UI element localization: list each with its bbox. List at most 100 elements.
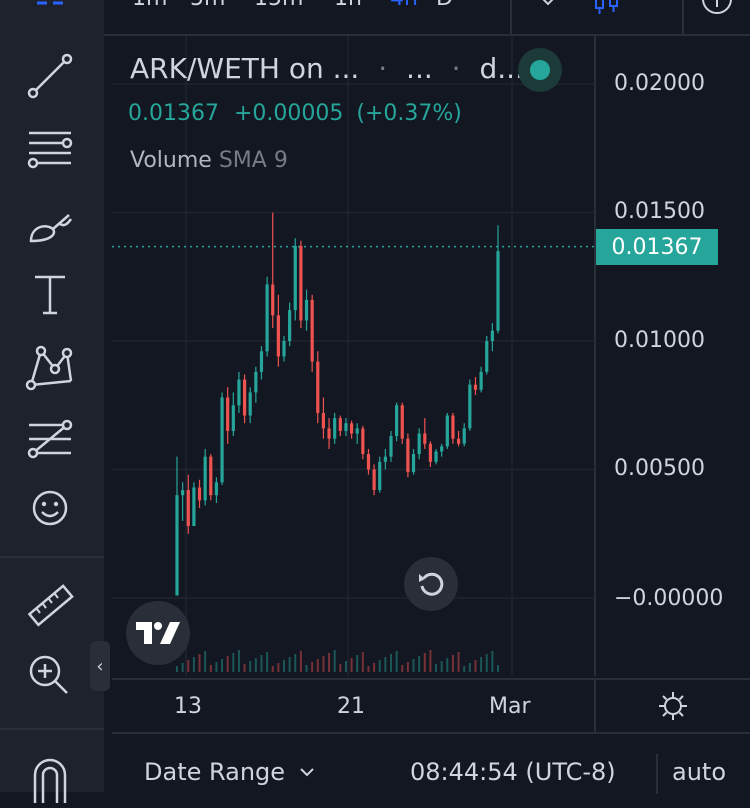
volume-bar bbox=[294, 654, 297, 672]
candle-body bbox=[265, 284, 269, 352]
volume-bar bbox=[401, 665, 404, 672]
live-dot-icon bbox=[530, 60, 550, 80]
volume-bar bbox=[451, 655, 454, 672]
plus-icon[interactable] bbox=[700, 0, 734, 16]
volume-bar bbox=[249, 661, 252, 672]
toolbar-separator bbox=[0, 728, 104, 730]
trend-line-icon[interactable] bbox=[18, 44, 82, 108]
drawing-toolbar bbox=[0, 0, 104, 803]
volume-bar bbox=[232, 653, 235, 672]
legend-dot: · bbox=[451, 52, 461, 85]
volume-bar bbox=[491, 651, 494, 672]
candle-body bbox=[355, 428, 359, 434]
candle-body bbox=[366, 454, 371, 470]
volume-bar bbox=[243, 664, 246, 672]
candles-icon[interactable] bbox=[592, 0, 622, 16]
date-range-button[interactable]: Date Range bbox=[144, 758, 315, 786]
candle-body bbox=[304, 299, 309, 321]
tradingview-logo[interactable] bbox=[126, 601, 190, 665]
auto-scale-button[interactable]: auto bbox=[672, 758, 727, 786]
volume-bar bbox=[181, 663, 184, 672]
volume-bar bbox=[316, 659, 319, 672]
bottom-divider bbox=[656, 754, 658, 794]
candle-body bbox=[321, 412, 326, 429]
candle-body bbox=[423, 433, 427, 444]
volume-bar bbox=[260, 655, 263, 672]
candle-body bbox=[344, 423, 348, 431]
candle-body bbox=[411, 454, 416, 473]
top-bar-divider bbox=[682, 0, 684, 34]
ruler-icon[interactable] bbox=[18, 574, 82, 638]
interval-1m[interactable]: 1m bbox=[132, 0, 167, 11]
candle-body bbox=[434, 451, 438, 462]
volume-bar bbox=[435, 664, 438, 672]
legend-volume[interactable]: Volume SMA 9 bbox=[130, 148, 288, 173]
candle-body bbox=[316, 361, 320, 413]
candle-body bbox=[214, 482, 219, 496]
volume-sma-label: SMA 9 bbox=[218, 148, 288, 173]
candle-body bbox=[181, 490, 185, 496]
volume-bar bbox=[176, 666, 178, 672]
candle-body bbox=[473, 384, 478, 390]
time-tick-label: 13 bbox=[174, 694, 202, 719]
tradingview-logo-icon bbox=[136, 622, 180, 644]
interval-1h[interactable]: 1h bbox=[334, 0, 362, 11]
candlestick-chart[interactable] bbox=[112, 36, 594, 676]
candle-body bbox=[378, 461, 382, 491]
candle-body bbox=[462, 428, 466, 444]
candle-body bbox=[456, 438, 461, 444]
candle-body bbox=[231, 405, 235, 431]
brush-icon[interactable] bbox=[18, 192, 82, 256]
zoom-in-icon[interactable] bbox=[18, 644, 82, 708]
volume-bar bbox=[356, 655, 359, 672]
reset-icon bbox=[419, 572, 444, 596]
legend-dot: · bbox=[378, 52, 388, 85]
interval-15m[interactable]: 15m bbox=[254, 0, 303, 11]
fib-retracement-icon[interactable] bbox=[18, 118, 82, 182]
volume-bar bbox=[457, 652, 460, 672]
price-tick-label: 0.00500 bbox=[614, 456, 705, 481]
candle-body bbox=[299, 245, 303, 321]
price-axis[interactable]: 0.02000 0.01500 0.01000 0.00500 −0.00000 bbox=[596, 36, 750, 676]
volume-bar bbox=[423, 653, 426, 672]
prediction-icon[interactable] bbox=[18, 406, 82, 470]
time-axis[interactable]: 13 21 Mar bbox=[112, 678, 750, 732]
axis-divider bbox=[594, 680, 596, 732]
magnet-icon[interactable] bbox=[18, 744, 82, 808]
interval-1d[interactable]: D bbox=[436, 0, 453, 11]
candle-body bbox=[226, 397, 230, 431]
timezone-clock[interactable]: 08:44:54 (UTC-8) bbox=[410, 758, 616, 786]
time-tick-label: Mar bbox=[489, 694, 531, 719]
volume-bar bbox=[266, 652, 269, 672]
candle-body bbox=[361, 428, 365, 455]
legend-symbol[interactable]: ARK/WETH on ... · ... · d... bbox=[130, 52, 524, 85]
gear-icon[interactable] bbox=[657, 690, 689, 722]
price-tick-label: 0.02000 bbox=[614, 71, 705, 96]
volume-bar bbox=[277, 663, 280, 672]
bottom-toolbar: Date Range 08:44:54 (UTC-8) auto bbox=[112, 732, 750, 794]
volume-bar bbox=[384, 657, 387, 672]
candle-body bbox=[333, 418, 337, 439]
market-status-indicator[interactable] bbox=[518, 48, 562, 92]
volume-bar bbox=[350, 658, 353, 672]
crosshair-icon[interactable] bbox=[18, 0, 82, 42]
collapse-toolbar-button[interactable]: ‹ bbox=[90, 641, 110, 691]
interval-4h[interactable]: 4h bbox=[390, 0, 418, 11]
candle-body bbox=[209, 456, 213, 496]
pattern-icon[interactable] bbox=[18, 334, 82, 398]
chart-pane[interactable] bbox=[112, 36, 596, 676]
candle-body bbox=[288, 310, 292, 341]
chevron-down-icon[interactable] bbox=[540, 0, 556, 10]
emoji-icon[interactable] bbox=[18, 476, 82, 540]
volume-bar bbox=[254, 658, 257, 672]
candle-body bbox=[254, 371, 258, 393]
volume-bar bbox=[378, 660, 381, 672]
reset-chart-button[interactable] bbox=[404, 557, 458, 611]
volume-bar bbox=[406, 662, 409, 672]
volume-bar bbox=[305, 665, 308, 672]
interval-5m[interactable]: 5m bbox=[190, 0, 225, 11]
candle-body bbox=[220, 397, 224, 483]
text-icon[interactable] bbox=[18, 262, 82, 326]
volume-bar bbox=[226, 656, 229, 672]
volume-bar bbox=[361, 652, 364, 672]
